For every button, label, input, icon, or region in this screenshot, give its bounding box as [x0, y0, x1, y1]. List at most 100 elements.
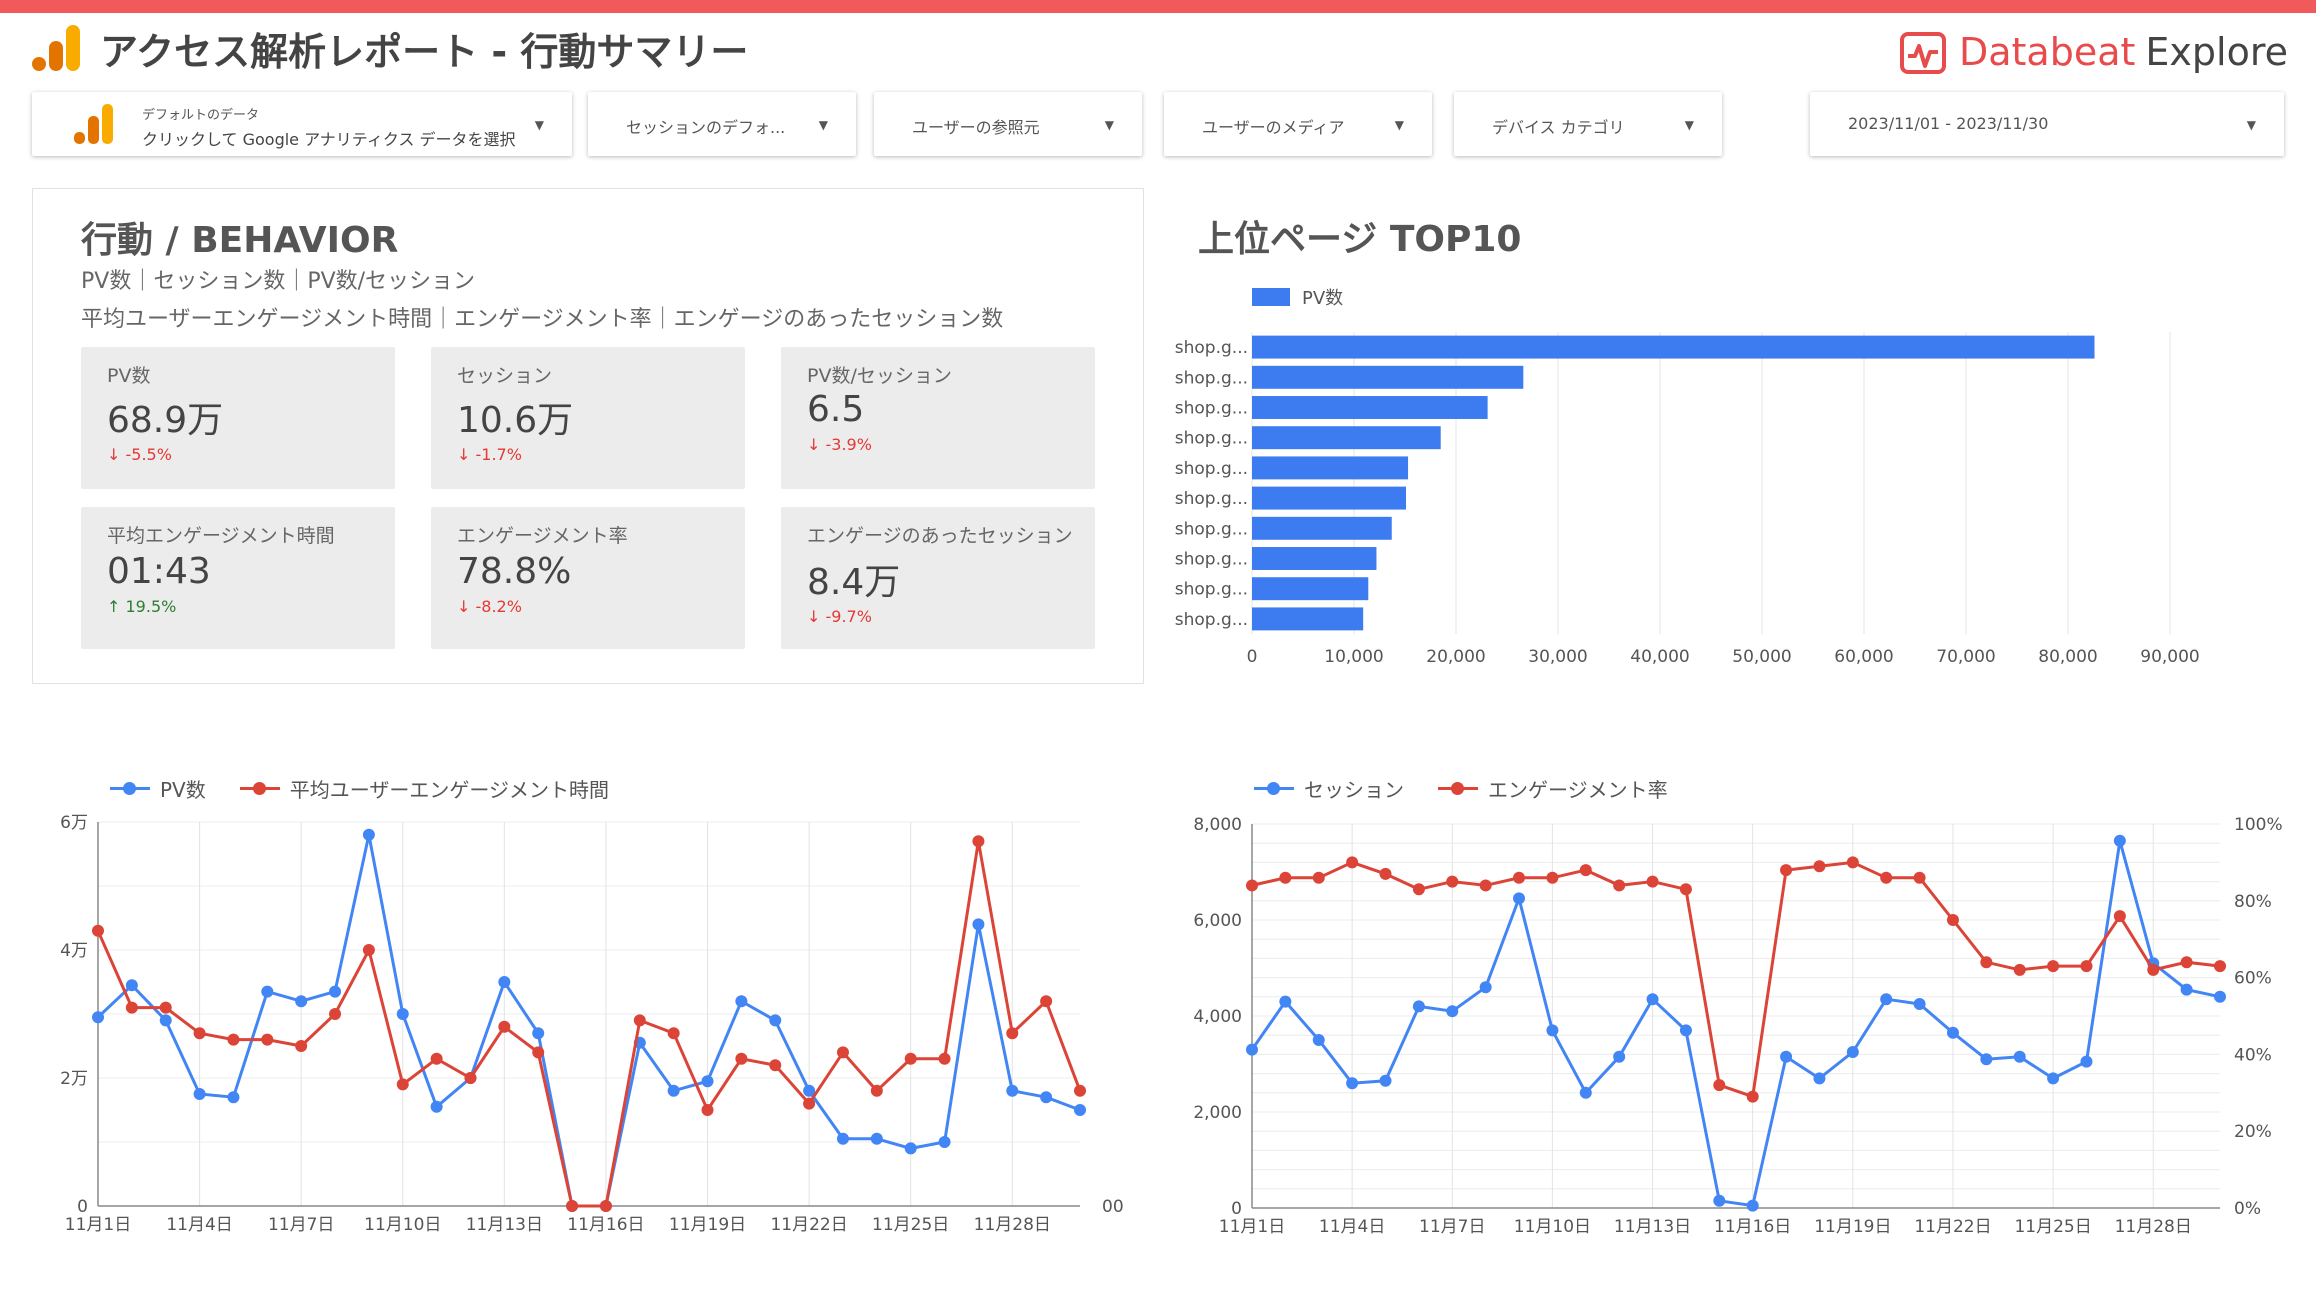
- data-point: [1513, 871, 1526, 884]
- data-point: [396, 1078, 409, 1091]
- x-tick-label: 11月25日: [872, 1215, 949, 1235]
- y-left-tick-label: 6万: [60, 813, 88, 833]
- x-tick-label: 11月7日: [1419, 1217, 1485, 1237]
- data-point: [396, 1008, 409, 1020]
- data-point: [667, 1084, 680, 1097]
- bar: [1252, 365, 1524, 389]
- x-tick-label: 30,000: [1528, 647, 1587, 667]
- data-point: [1513, 892, 1526, 905]
- y-right-tick-label: 00: [1102, 1197, 1124, 1217]
- kpi-delta: ↓ -1.7%: [457, 445, 522, 464]
- series-line: [1251, 860, 2221, 1099]
- bar: [1252, 577, 1369, 601]
- session-default-filter[interactable]: セッションのデフォ... ▼: [588, 92, 856, 156]
- user-source-filter[interactable]: ユーザーの参照元 ▼: [874, 92, 1142, 156]
- series-line: [1250, 840, 2221, 1208]
- y-left-tick-label: 2万: [60, 1069, 88, 1089]
- y-left-tick-label: 0: [77, 1197, 88, 1217]
- data-point: [904, 1052, 917, 1065]
- x-tick-label: 10,000: [1324, 647, 1383, 667]
- data-point: [532, 1046, 545, 1059]
- chevron-down-icon: ▼: [1684, 118, 1694, 132]
- kpi-sessions: セッション 10.6万 ↓ -1.7%: [431, 347, 745, 489]
- x-tick-label: 60,000: [1834, 647, 1893, 667]
- data-point: [1546, 871, 1559, 884]
- x-tick-label: 11月19日: [669, 1215, 746, 1235]
- data-point: [159, 1014, 172, 1027]
- y-tick-label: shop.g...: [1175, 580, 1248, 600]
- x-tick-label: 11月13日: [466, 1215, 543, 1235]
- data-point: [227, 1033, 240, 1046]
- data-point: [1246, 879, 1258, 892]
- y-tick-label: shop.g...: [1175, 519, 1248, 539]
- brand-subname: Explore: [2145, 30, 2288, 74]
- chevron-down-icon: ▼: [1394, 118, 1404, 132]
- data-point: [498, 1020, 511, 1033]
- y-left-tick-label: 4万: [60, 941, 88, 961]
- bar: [1252, 335, 2095, 359]
- session-engagement-legend: セッション エンゲージメント率: [1254, 774, 1702, 803]
- kpi-value: 8.4万: [807, 562, 901, 603]
- x-tick-label: 11月10日: [1514, 1217, 1591, 1237]
- data-source-selector[interactable]: デフォルトのデータ クリックして Google アナリティクス データを選択 ▼: [32, 92, 572, 156]
- databeat-logo-icon: [1899, 32, 1946, 74]
- data-point: [1746, 1090, 1759, 1103]
- x-tick-label: 11月22日: [770, 1215, 847, 1235]
- data-point: [2113, 910, 2126, 923]
- data-point: [2113, 834, 2126, 847]
- data-point: [329, 985, 342, 998]
- data-point: [1780, 1050, 1793, 1063]
- data-point: [2180, 983, 2193, 996]
- kpi-delta: ↓ -9.7%: [807, 607, 872, 626]
- y-tick-label: shop.g...: [1175, 338, 1248, 358]
- data-point: [803, 1097, 816, 1110]
- data-source-value: クリックして Google アナリティクス データを選択: [142, 130, 516, 149]
- data-point: [836, 1132, 849, 1145]
- report-header: アクセス解析レポート - 行動サマリー: [32, 20, 748, 76]
- y-left-tick-label: 2,000: [1193, 1103, 1242, 1123]
- y-right-tick-label: 40%: [2234, 1045, 2272, 1065]
- y-right-tick-label: 0%: [2234, 1199, 2261, 1219]
- data-point: [295, 1040, 308, 1052]
- data-point: [1846, 856, 1859, 869]
- behavior-title: 行動 / BEHAVIOR: [81, 220, 399, 261]
- arrow-down-icon: ↓: [807, 435, 821, 454]
- x-tick-label: 50,000: [1732, 647, 1791, 667]
- data-point: [599, 1200, 612, 1212]
- y-left-tick-label: 8,000: [1193, 815, 1242, 835]
- y-tick-label: shop.g...: [1175, 489, 1248, 509]
- data-point: [92, 924, 104, 937]
- data-point: [92, 1011, 104, 1024]
- y-left-tick-label: 6,000: [1193, 911, 1242, 931]
- pv-engagement-legend: PV数 平均ユーザーエンゲージメント時間: [110, 774, 643, 803]
- pv-engagement-line-chart: 11月1日 11月4日 11月7日 11月10日 11月13日 11月16日 11月19日 1…: [60, 813, 1124, 1235]
- data-point: [1913, 871, 1926, 884]
- brand-name: Databeat: [1958, 30, 2136, 74]
- data-point: [1713, 1194, 1726, 1207]
- y-tick-label: shop.g...: [1175, 429, 1248, 449]
- device-category-filter[interactable]: デバイス カテゴリ ▼: [1454, 92, 1722, 156]
- data-point: [1279, 995, 1292, 1008]
- x-tick-label: 11月4日: [166, 1215, 232, 1235]
- kpi-label: PV数: [107, 365, 151, 387]
- data-point: [1379, 867, 1392, 880]
- user-medium-filter[interactable]: ユーザーのメディア ▼: [1164, 92, 1432, 156]
- data-point: [769, 1059, 782, 1072]
- bar: [1252, 456, 1409, 480]
- kpi-label: PV数/セッション: [807, 365, 952, 387]
- data-point: [1913, 998, 1926, 1010]
- data-point: [836, 1046, 849, 1059]
- data-point: [193, 1088, 206, 1100]
- top-pages-bar-chart: 0 10,000 20,000 30,000 40,000 50,000 60,000 70,…: [1175, 332, 2200, 667]
- data-point: [1040, 995, 1053, 1008]
- date-range-picker[interactable]: 2023/11/01 - 2023/11/30 ▼: [1810, 92, 2284, 156]
- x-tick-label: 11月25日: [2014, 1217, 2091, 1237]
- y-tick-label: shop.g...: [1175, 610, 1248, 630]
- x-tick-label: 11月13日: [1614, 1217, 1691, 1237]
- arrow-down-icon: ↓: [457, 445, 471, 464]
- session-engagement-line-chart: 11月1日 11月4日 11月7日 11月10日 11月13日 11月16日 11月19日 1…: [1193, 815, 2282, 1237]
- data-point: [1846, 1046, 1859, 1058]
- data-point: [972, 835, 985, 848]
- x-tick-label: 80,000: [2038, 647, 2097, 667]
- chevron-down-icon: ▼: [818, 118, 828, 132]
